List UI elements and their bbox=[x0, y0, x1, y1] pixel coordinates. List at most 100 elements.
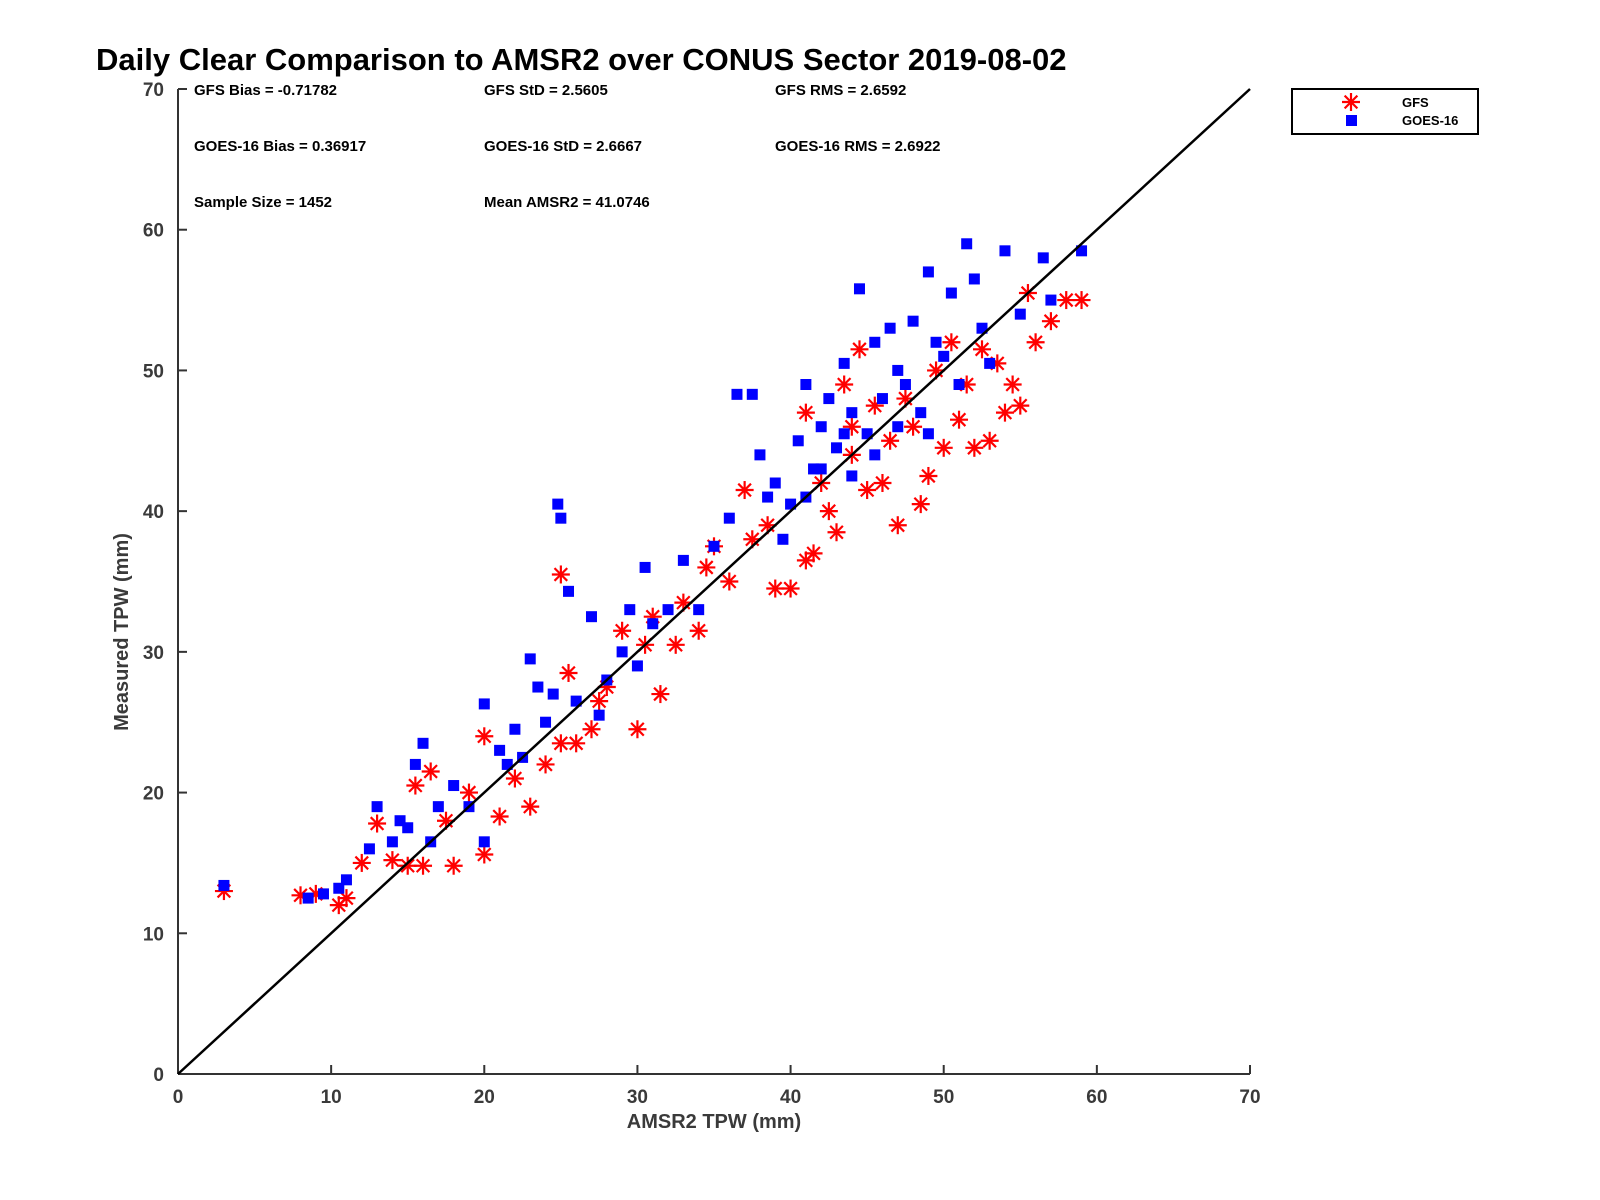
goes-point-51 bbox=[800, 379, 812, 390]
x-tick-label-1: 10 bbox=[321, 1087, 342, 1108]
chart-title: Daily Clear Comparison to AMSR2 over CON… bbox=[96, 42, 1067, 77]
gfs-point-15 bbox=[475, 845, 494, 864]
goes-point-41 bbox=[708, 540, 720, 552]
goes-point-38 bbox=[662, 604, 674, 616]
gfs-point-61 bbox=[950, 410, 969, 429]
goes-point-27 bbox=[555, 512, 567, 524]
goes-point-19 bbox=[501, 758, 513, 770]
gfs-point-60 bbox=[934, 438, 953, 457]
gfs-point-74 bbox=[1072, 291, 1091, 310]
gfs-point-22 bbox=[551, 565, 570, 584]
goes-point-30 bbox=[585, 611, 597, 623]
gfs-point-19 bbox=[521, 797, 540, 816]
goes-point-59 bbox=[861, 428, 873, 440]
gfs-point-33 bbox=[666, 635, 685, 654]
goes-point-11 bbox=[417, 737, 429, 749]
goes-point-79 bbox=[1045, 294, 1057, 306]
stat-gfs-std: GFS StD = 2.5605 bbox=[484, 82, 608, 99]
legend: GFS GOES-16 bbox=[1291, 88, 1479, 135]
goes-point-8 bbox=[394, 815, 406, 827]
goes-point-71 bbox=[953, 379, 965, 390]
goes-point-66 bbox=[915, 407, 927, 419]
y-tick-label-2: 20 bbox=[143, 784, 164, 805]
y-tick-label-0: 0 bbox=[153, 1065, 164, 1086]
goes-point-34 bbox=[624, 604, 636, 616]
gfs-point-42 bbox=[766, 579, 785, 598]
y-tick-label-7: 70 bbox=[143, 80, 164, 101]
goes-point-54 bbox=[823, 393, 835, 405]
goes-point-75 bbox=[984, 357, 996, 369]
gfs-point-7 bbox=[383, 851, 402, 870]
y-tick-label-6: 60 bbox=[143, 221, 164, 242]
legend-goes-label: GOES-16 bbox=[1402, 113, 1458, 128]
y-tick-label-1: 10 bbox=[143, 924, 164, 945]
gfs-point-51 bbox=[858, 481, 877, 500]
goes-point-61 bbox=[876, 393, 888, 405]
x-tick-label-5: 50 bbox=[933, 1087, 954, 1108]
goes-point-29 bbox=[570, 695, 582, 707]
goes-point-45 bbox=[754, 449, 766, 461]
gfs-point-23 bbox=[559, 663, 578, 682]
goes-point-65 bbox=[907, 315, 919, 327]
gfs-point-69 bbox=[1011, 396, 1030, 415]
gfs-point-35 bbox=[689, 621, 708, 640]
goes-point-33 bbox=[616, 646, 628, 658]
stat-goes-bias: GOES-16 Bias = 0.36917 bbox=[194, 138, 366, 155]
goes-point-84 bbox=[892, 421, 904, 433]
goes-point-20 bbox=[509, 723, 521, 735]
gfs-point-28 bbox=[613, 621, 632, 640]
x-tick-label-2: 20 bbox=[474, 1087, 495, 1108]
goes-point-9 bbox=[402, 822, 414, 834]
gfs-point-16 bbox=[490, 807, 509, 826]
goes-point-37 bbox=[647, 618, 659, 630]
gfs-point-72 bbox=[1041, 312, 1060, 331]
goes-point-58 bbox=[853, 283, 865, 295]
goes-point-83 bbox=[869, 449, 881, 461]
goes-point-57 bbox=[846, 407, 858, 419]
gfs-point-45 bbox=[804, 544, 823, 563]
goes-point-63 bbox=[892, 364, 904, 376]
stat-goes-rms: GOES-16 RMS = 2.6922 bbox=[775, 138, 941, 155]
goes-point-70 bbox=[945, 287, 957, 299]
goes-point-5 bbox=[363, 843, 375, 855]
legend-goes-marker bbox=[1346, 115, 1357, 126]
gfs-point-48 bbox=[827, 523, 846, 542]
gfs-point-17 bbox=[475, 727, 494, 746]
legend-box bbox=[1291, 88, 1479, 135]
goes-point-78 bbox=[1037, 252, 1049, 264]
goes-point-26 bbox=[552, 498, 564, 510]
gfs-point-56 bbox=[904, 417, 923, 436]
goes-point-67 bbox=[922, 266, 934, 278]
goes-point-76 bbox=[999, 245, 1011, 257]
gfs-point-76 bbox=[796, 403, 815, 422]
gfs-point-63 bbox=[965, 438, 984, 457]
goes-point-22 bbox=[524, 653, 536, 665]
gfs-point-50 bbox=[850, 340, 869, 359]
stat-gfs-bias: GFS Bias = -0.71782 bbox=[194, 82, 337, 99]
goes-point-50 bbox=[792, 435, 804, 447]
x-tick-label-0: 0 bbox=[173, 1087, 184, 1108]
y-tick-label-3: 30 bbox=[143, 643, 164, 664]
stat-goes-std: GOES-16 StD = 2.6667 bbox=[484, 138, 642, 155]
gfs-point-6 bbox=[368, 814, 387, 833]
goes-point-49 bbox=[785, 498, 797, 510]
goes-point-35 bbox=[631, 660, 643, 672]
goes-point-24 bbox=[540, 716, 552, 728]
goes-point-48 bbox=[777, 533, 789, 545]
y-tick-label-5: 50 bbox=[143, 361, 164, 382]
goes-point-68 bbox=[930, 336, 942, 348]
goes-point-77 bbox=[1014, 308, 1026, 320]
y-tick-label-4: 40 bbox=[143, 502, 164, 523]
goes-point-10 bbox=[409, 758, 421, 770]
gfs-point-65 bbox=[980, 431, 999, 450]
stat-mean-amsr2: Mean AMSR2 = 41.0746 bbox=[484, 194, 650, 211]
goes-point-18 bbox=[494, 744, 506, 756]
goes-point-73 bbox=[968, 273, 980, 285]
gfs-point-67 bbox=[995, 403, 1014, 422]
goes-point-13 bbox=[432, 801, 444, 813]
one-to-one-line bbox=[177, 88, 1251, 1075]
gfs-point-64 bbox=[973, 340, 991, 359]
gfs-point-20 bbox=[536, 755, 555, 774]
gfs-point-10 bbox=[414, 856, 433, 875]
goes-point-60 bbox=[869, 336, 881, 348]
